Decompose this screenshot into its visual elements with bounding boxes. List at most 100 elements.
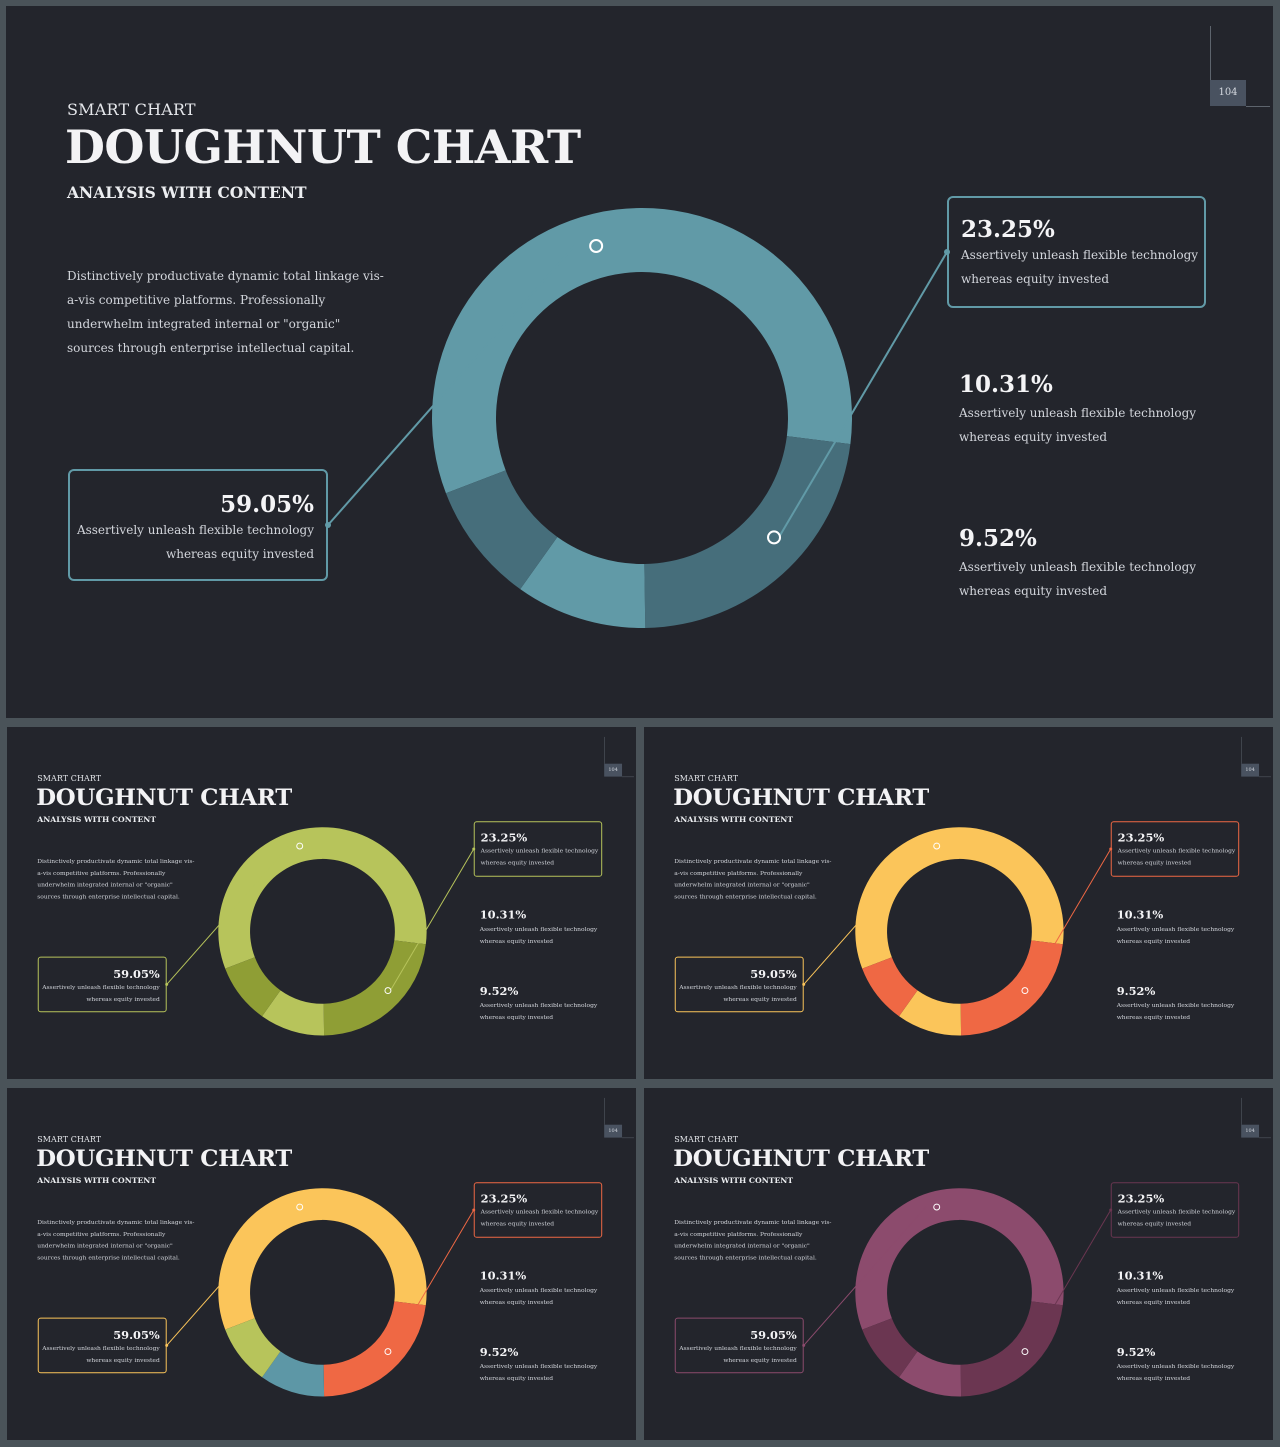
caption-line: whereas equity invested	[723, 995, 797, 1003]
slide-description: Distinctively productivate dynamic total…	[674, 857, 832, 901]
slide-title: DOUGHNUT CHART	[65, 120, 581, 174]
slide-subtitle: ANALYSIS WITH CONTENT	[67, 183, 307, 202]
caption-line: whereas equity invested	[1117, 1219, 1192, 1227]
doughnut-slice-2	[644, 436, 851, 628]
caption-line: whereas equity invested	[86, 1356, 160, 1364]
caption-line: whereas equity invested	[1116, 1374, 1191, 1382]
doughnut-slice-1	[855, 1188, 1064, 1330]
leader-line	[779, 251, 948, 536]
caption-line: whereas equity invested	[959, 430, 1108, 444]
leader-line	[803, 1206, 927, 1346]
doughnut-slice-1	[218, 1188, 427, 1330]
page-number: 104	[604, 1124, 623, 1138]
doughnut-slice-4	[225, 957, 281, 1017]
data-label-59: 59.05%	[220, 491, 314, 518]
callout-box-59: 59.05% Assertively unleash flexible techn…	[37, 1317, 167, 1374]
data-label-23: 23.25%	[480, 831, 528, 845]
data-label: 10.31%	[1116, 1269, 1164, 1283]
doughnut-slice-1	[432, 208, 853, 494]
leader-line	[166, 1206, 290, 1346]
doughnut-slice-3	[262, 990, 325, 1036]
stat-block-3: 10.31% Assertively unleash flexible techn…	[480, 908, 598, 947]
caption-line: Assertively unleash flexible technology	[480, 847, 599, 854]
slide-description: Distinctively productivate dynamic total…	[674, 1218, 832, 1262]
slice-marker	[296, 1203, 304, 1211]
doughnut-chart	[802, 827, 1113, 1036]
caption-line: Assertively unleash flexible technology	[42, 1344, 160, 1352]
caption-line: Assertively unleash flexible technology	[1117, 847, 1236, 854]
stat-block-3: 10.31% Assertively unleash flexible techn…	[480, 1269, 598, 1308]
caption-line: whereas equity invested	[480, 1219, 555, 1227]
doughnut-slice-2	[323, 940, 426, 1036]
callout-box-59: 59.05% Assertively unleash flexible techn…	[674, 956, 804, 1013]
doughnut-chart	[165, 827, 476, 1036]
slide-2[interactable]: 104 SMART CHART DOUGHNUT CHART ANALYSIS WIT…	[7, 727, 636, 1079]
doughnut-chart	[802, 1188, 1113, 1397]
callout-box-59: 59.05% Assertively unleash flexible techn…	[37, 956, 167, 1013]
doughnut-slice-2	[323, 1301, 426, 1397]
caption-line: Assertively unleash flexible technology	[1116, 1001, 1235, 1009]
slice-marker	[384, 987, 392, 995]
doughnut-slice-2	[960, 940, 1063, 1036]
data-label-23: 23.25%	[1117, 831, 1165, 845]
doughnut-slice-4	[445, 470, 558, 590]
caption-line: whereas equity invested	[479, 1374, 554, 1382]
caption-line: Assertively unleash flexible technology	[480, 1208, 599, 1215]
callout-box-23: 23.25% Assertively unleash flexible techn…	[473, 821, 603, 877]
caption-line: whereas equity invested	[479, 1298, 554, 1306]
slice-marker	[767, 530, 782, 545]
doughnut-slice-1	[218, 827, 427, 969]
doughnut-slice-4	[225, 1318, 281, 1378]
caption-line: Assertively unleash flexible technology	[1116, 1362, 1235, 1370]
stat-block-3: 10.31% Assertively unleash flexible techn…	[959, 371, 1196, 449]
caption-line: Assertively unleash flexible technology	[679, 1344, 797, 1352]
slide-description: Distinctively productivate dynamic total…	[37, 857, 195, 901]
data-label-23: 23.25%	[961, 216, 1055, 243]
doughnut-slice-4	[862, 957, 918, 1017]
slide-subtitle: ANALYSIS WITH CONTENT	[37, 1175, 157, 1186]
data-label-59: 59.05%	[750, 1328, 797, 1342]
slice-marker	[589, 239, 604, 254]
caption-line: Assertively unleash flexible technology	[479, 1362, 598, 1370]
caption-line: whereas equity invested	[1116, 1013, 1191, 1021]
leader-line	[390, 1209, 475, 1351]
page-marker-line	[1210, 26, 1211, 80]
caption-line: Assertively unleash flexible technology	[959, 560, 1197, 574]
caption-line: whereas equity invested	[1116, 937, 1191, 945]
slice-marker	[384, 1348, 392, 1356]
data-label-59: 59.05%	[750, 967, 797, 981]
slide-kicker: SMART CHART	[37, 773, 102, 784]
slide-3[interactable]: 104 SMART CHART DOUGHNUT CHART ANALYSIS WIT…	[644, 727, 1273, 1079]
caption-line: Assertively unleash flexible technology	[1116, 1286, 1235, 1294]
doughnut-chart	[165, 1188, 476, 1397]
leader-line	[1027, 848, 1112, 990]
slice-marker	[933, 1203, 941, 1211]
caption-line: whereas equity invested	[479, 1013, 554, 1021]
caption-line: whereas equity invested	[86, 995, 160, 1003]
leader-line	[166, 845, 290, 985]
stat-block-4: 9.52% Assertively unleash flexible techno…	[480, 1345, 598, 1384]
stat-block-4: 9.52% Assertively unleash flexible techno…	[1117, 984, 1235, 1023]
doughnut-slice-1	[855, 827, 1064, 969]
caption-line: Assertively unleash flexible technology	[76, 523, 314, 537]
doughnut-slice-3	[262, 1351, 325, 1397]
caption-line: Assertively unleash flexible technology	[961, 248, 1199, 262]
slice-marker	[933, 842, 941, 850]
slide-5[interactable]: 104 SMART CHART DOUGHNUT CHART ANALYSIS WIT…	[644, 1088, 1273, 1440]
callout-box-23: 23.25% Assertively unleash flexible techn…	[1110, 821, 1240, 877]
data-label: 9.52%	[1116, 1345, 1156, 1359]
slide-1[interactable]: 104 SMART CHART DOUGHNUT CHART ANALYSIS WIT…	[6, 6, 1273, 718]
slice-marker	[1021, 1348, 1029, 1356]
slice-marker	[296, 842, 304, 850]
data-label-23: 23.25%	[480, 1192, 528, 1206]
stat-block-3: 10.31% Assertively unleash flexible techn…	[1117, 908, 1235, 947]
caption-line: Assertively unleash flexible technology	[479, 1286, 598, 1294]
slide-4[interactable]: 104 SMART CHART DOUGHNUT CHART ANALYSIS WIT…	[7, 1088, 636, 1440]
doughnut-slice-2	[960, 1301, 1063, 1397]
callout-box-23: 23.25% Assertively unleash flexible techn…	[947, 196, 1206, 308]
callout-box-59: 59.05% Assertively unleash flexible techn…	[674, 1317, 804, 1374]
page-number: 104	[604, 763, 623, 777]
caption-line: Assertively unleash flexible technology	[1117, 1208, 1236, 1215]
doughnut-slice-3	[520, 536, 646, 628]
data-label: 10.31%	[959, 371, 1053, 398]
